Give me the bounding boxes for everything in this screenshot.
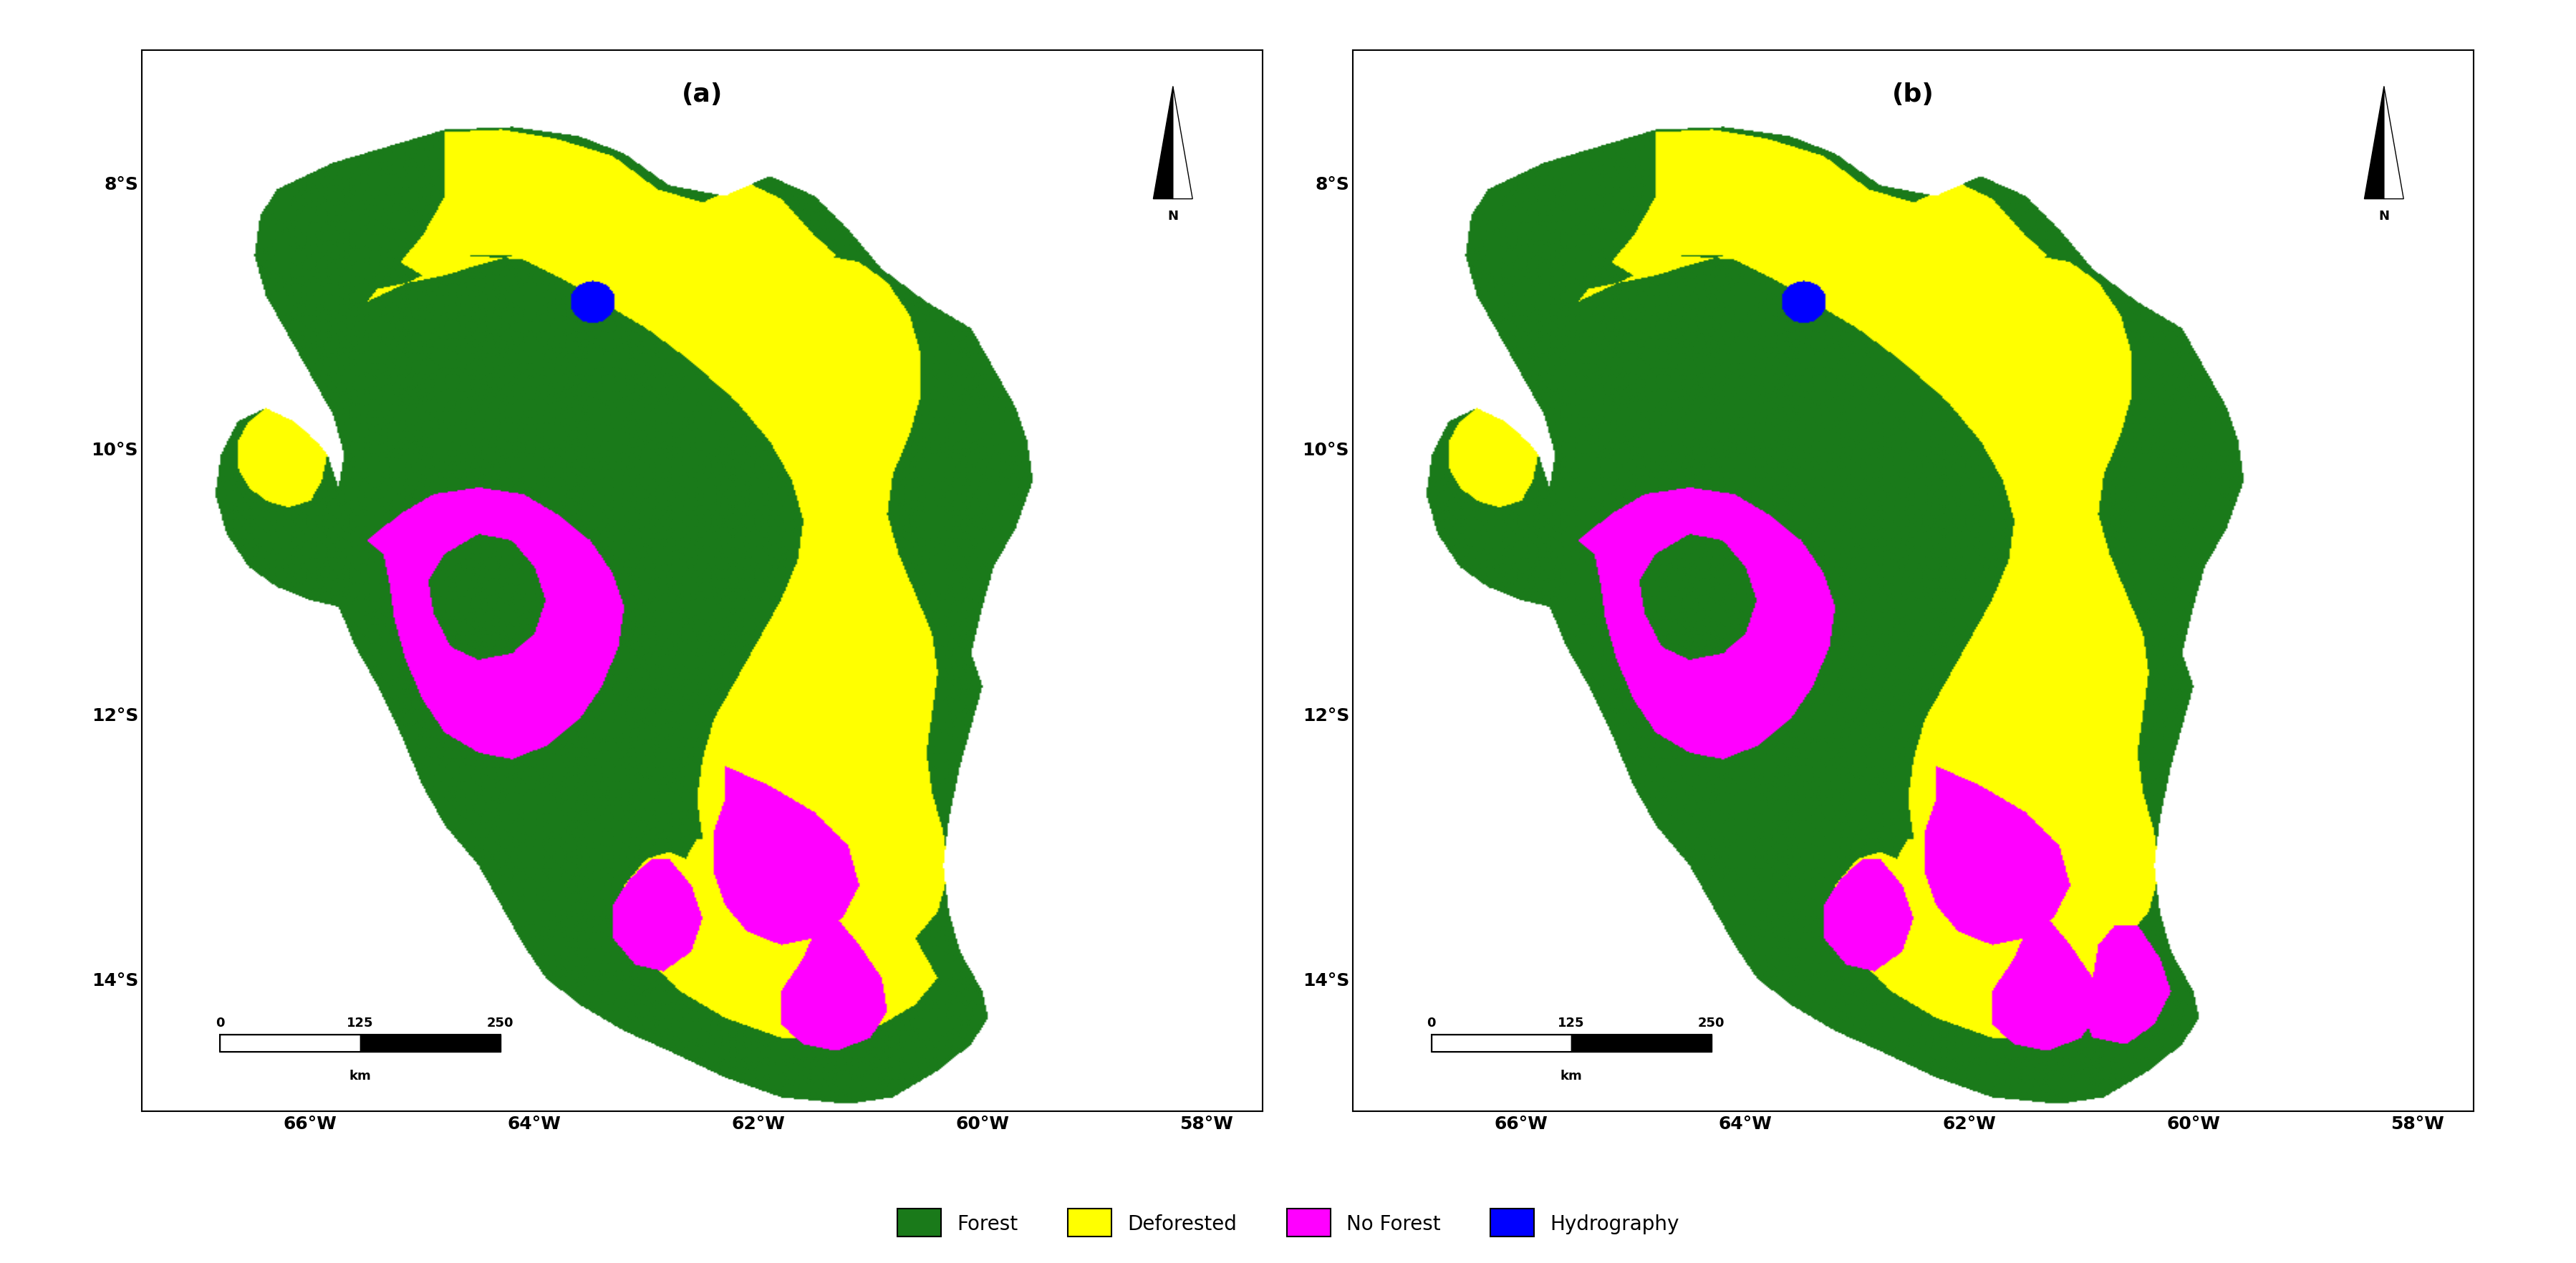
Text: (b): (b): [1891, 82, 1935, 106]
Text: km: km: [350, 1068, 371, 1082]
Bar: [1430, 1034, 1710, 1052]
Text: 0: 0: [216, 1017, 224, 1029]
Text: 250: 250: [487, 1017, 513, 1029]
Text: km: km: [1561, 1068, 1582, 1082]
Text: (a): (a): [683, 82, 721, 106]
Legend: Forest, Deforested, No Forest, Hydrography: Forest, Deforested, No Forest, Hydrograp…: [886, 1199, 1690, 1247]
Bar: [1571, 1034, 1710, 1052]
Text: 0: 0: [1427, 1017, 1435, 1029]
Bar: [361, 1034, 500, 1052]
Bar: [1430, 1034, 1571, 1052]
Bar: [219, 1034, 500, 1052]
Text: 250: 250: [1698, 1017, 1723, 1029]
Text: 125: 125: [348, 1017, 374, 1029]
Bar: [219, 1034, 361, 1052]
Text: 125: 125: [1558, 1017, 1584, 1029]
